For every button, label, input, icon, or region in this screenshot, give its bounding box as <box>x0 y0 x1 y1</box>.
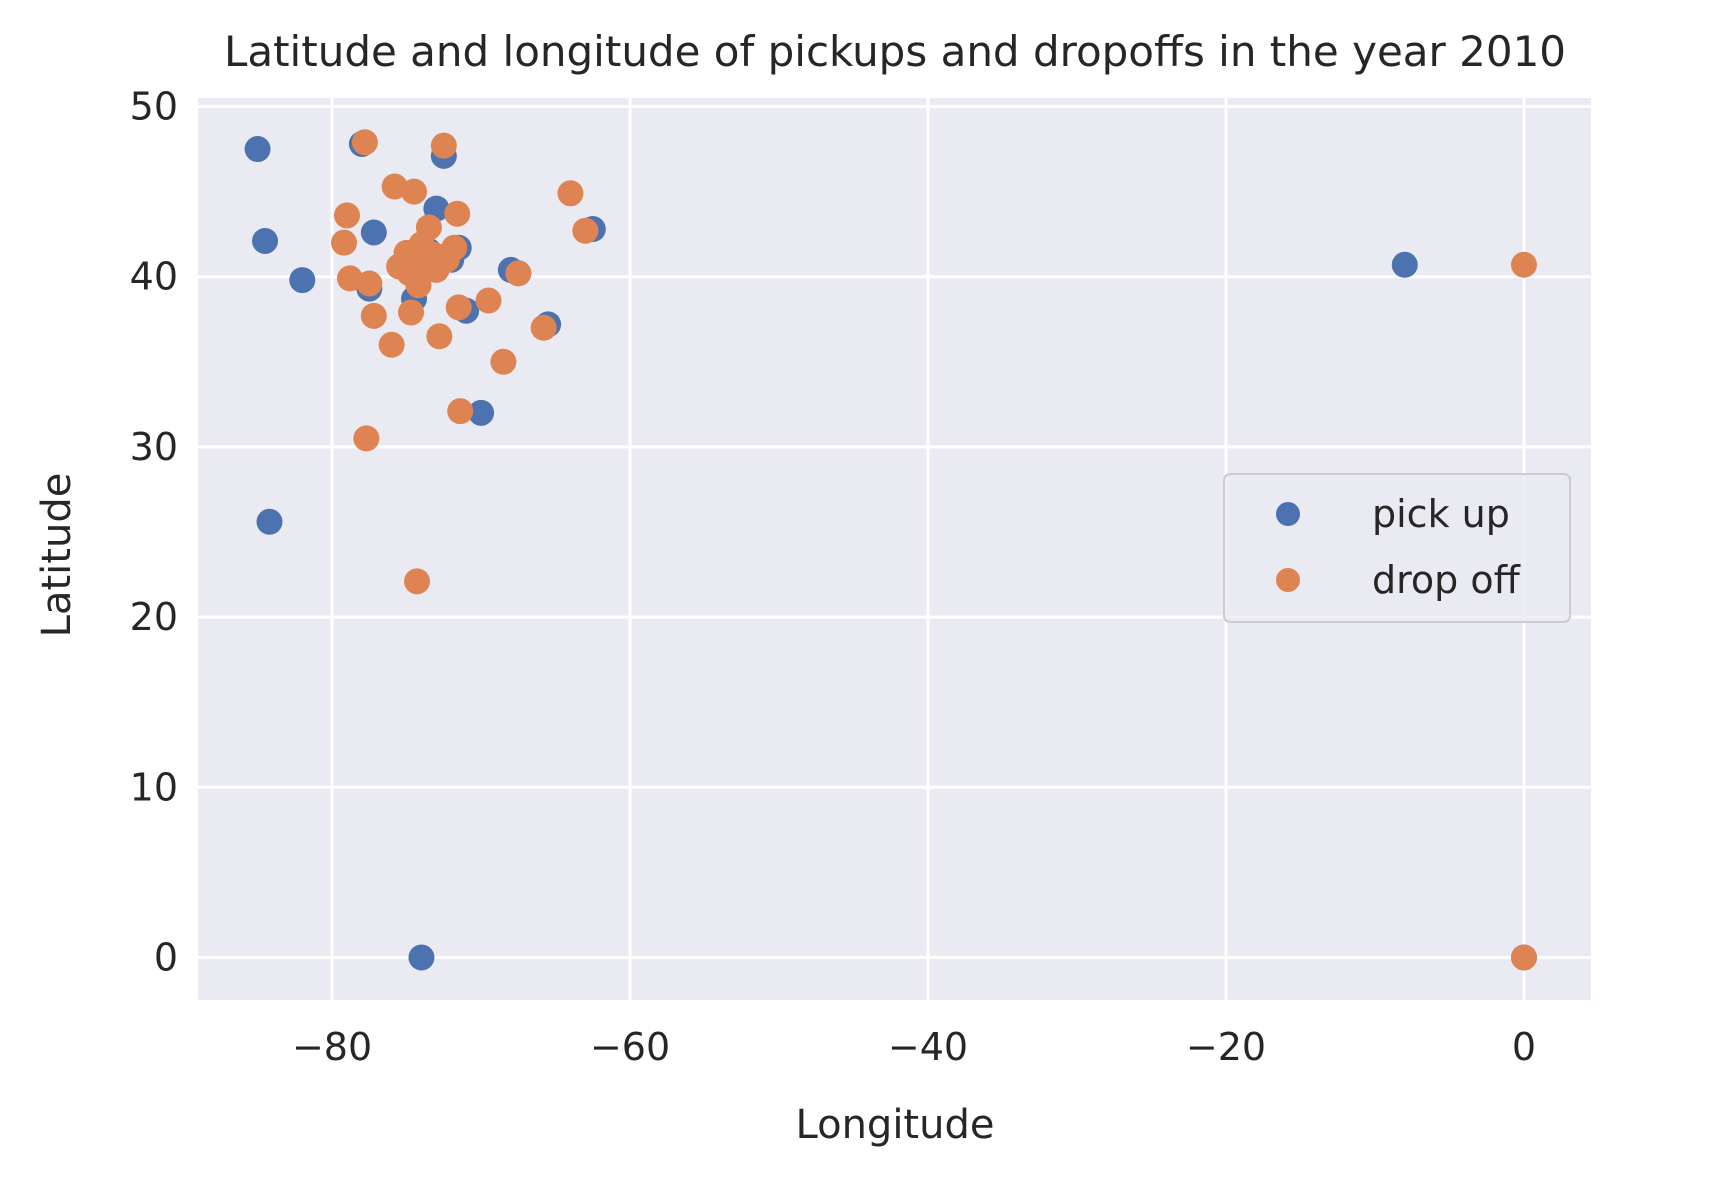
x-tick-labels: −80 −60 −40 −20 0 <box>292 1025 1536 1069</box>
y-tick-labels: 0 10 20 30 40 50 <box>130 85 178 980</box>
x-tick-label: −60 <box>590 1025 670 1069</box>
data-point-drop-off <box>405 272 432 299</box>
data-point-pick-up <box>252 227 279 254</box>
data-points <box>244 129 1537 971</box>
y-tick-label: 20 <box>130 595 178 639</box>
data-point-drop-off <box>398 299 425 326</box>
data-point-drop-off <box>445 294 472 321</box>
data-point-pick-up <box>1391 251 1418 278</box>
y-tick-label: 10 <box>130 765 178 809</box>
data-point-drop-off <box>557 180 584 207</box>
data-point-drop-off <box>530 314 557 341</box>
y-tick-label: 30 <box>130 425 178 469</box>
data-point-drop-off <box>360 302 387 329</box>
legend-marker-drop-off <box>1276 568 1300 592</box>
y-tick-label: 50 <box>130 85 178 129</box>
data-point-drop-off <box>333 202 360 229</box>
data-point-drop-off <box>490 348 517 375</box>
x-tick-label: −40 <box>888 1025 968 1069</box>
legend-label-drop-off: drop off <box>1372 558 1521 602</box>
x-tick-label: −80 <box>292 1025 372 1069</box>
data-point-drop-off <box>572 217 599 244</box>
data-point-drop-off <box>351 129 378 156</box>
grid-lines <box>198 98 1591 1000</box>
data-point-drop-off <box>430 132 457 159</box>
data-point-pick-up <box>408 944 435 971</box>
x-tick-label: −20 <box>1186 1025 1266 1069</box>
data-point-drop-off <box>475 287 502 314</box>
data-point-pick-up <box>244 136 271 163</box>
data-point-drop-off <box>441 234 468 261</box>
legend: pick up drop off <box>1223 473 1571 623</box>
y-tick-label: 0 <box>154 935 178 979</box>
data-point-drop-off <box>356 270 383 297</box>
data-point-pick-up <box>360 219 387 246</box>
data-point-drop-off <box>404 568 431 595</box>
data-point-drop-off <box>378 331 405 358</box>
data-point-drop-off <box>331 229 358 256</box>
data-point-drop-off <box>353 425 380 452</box>
data-point-drop-off <box>415 214 442 241</box>
legend-box <box>1223 473 1571 623</box>
y-tick-label: 40 <box>130 255 178 299</box>
y-axis-label: Latitude <box>34 473 80 638</box>
x-axis-label: Longitude <box>796 1102 995 1148</box>
data-point-drop-off <box>1510 251 1537 278</box>
data-point-drop-off <box>401 178 428 205</box>
data-point-drop-off <box>426 323 453 350</box>
data-point-pick-up <box>468 399 495 426</box>
legend-label-pick-up: pick up <box>1372 492 1510 536</box>
x-tick-label: 0 <box>1512 1025 1536 1069</box>
data-point-drop-off <box>1510 944 1537 971</box>
chart-title: Latitude and longitude of pickups and dr… <box>224 27 1566 76</box>
data-point-drop-off <box>444 200 471 227</box>
data-point-pick-up <box>289 267 316 294</box>
data-point-pick-up <box>256 508 283 535</box>
data-point-drop-off <box>505 260 532 287</box>
data-point-drop-off <box>447 398 474 425</box>
legend-marker-pick-up <box>1276 502 1300 526</box>
